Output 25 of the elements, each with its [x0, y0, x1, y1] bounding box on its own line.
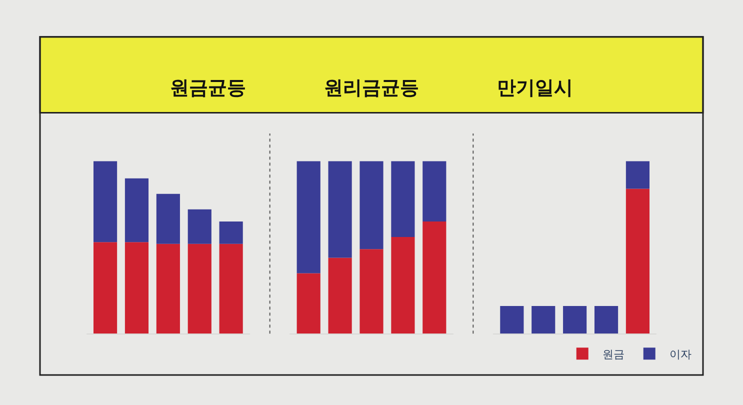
- bar: [124, 242, 149, 334]
- bar: [296, 161, 320, 274]
- bar: [219, 244, 243, 334]
- chart-title: 만기일시: [497, 77, 573, 99]
- bar: [328, 161, 352, 258]
- bar: [219, 221, 243, 244]
- bar: [391, 237, 415, 334]
- bar: [93, 161, 118, 242]
- legend-label: 이자: [669, 348, 692, 361]
- bar: [391, 161, 415, 237]
- bar: [296, 273, 320, 334]
- legend-label: 원금: [602, 348, 624, 361]
- bar: [188, 244, 212, 334]
- bar: [124, 178, 149, 242]
- bar: [360, 161, 384, 250]
- bar: [156, 244, 180, 334]
- chart-title: 원리금균등: [324, 77, 419, 99]
- bar: [422, 221, 446, 334]
- bar: [422, 161, 446, 222]
- bar: [360, 249, 384, 334]
- bar: [156, 194, 180, 244]
- bar: [93, 242, 118, 334]
- chart-title: 원금균등: [170, 77, 246, 99]
- bar: [188, 209, 212, 244]
- bar: [328, 258, 352, 334]
